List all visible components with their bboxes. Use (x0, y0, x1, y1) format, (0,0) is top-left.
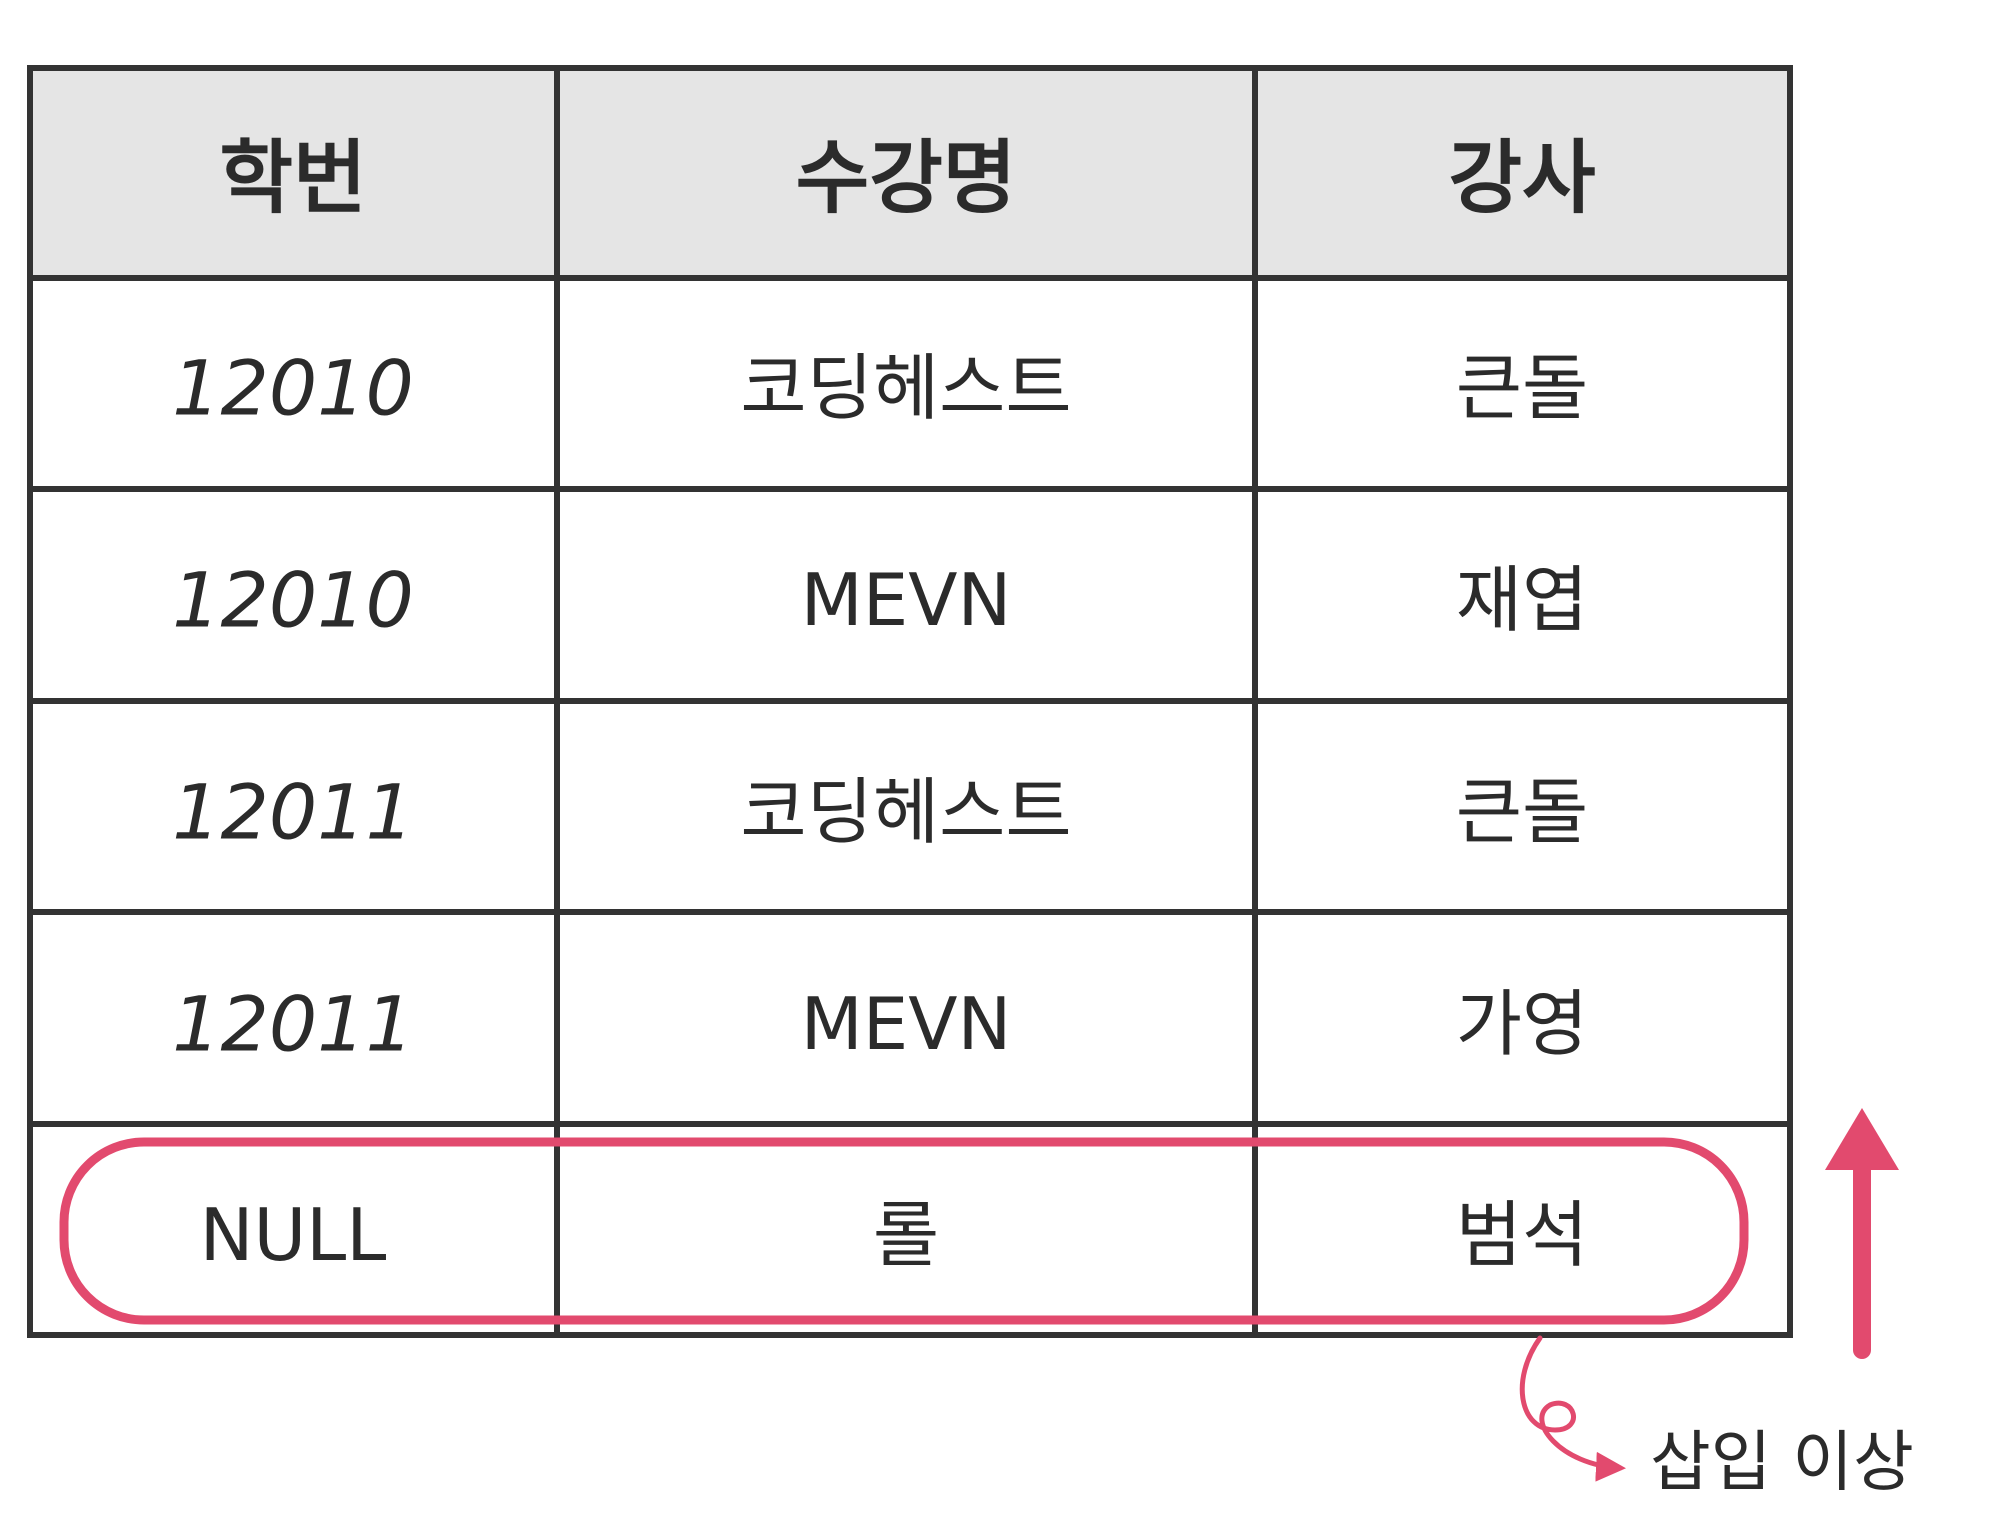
cell-instructor: 재엽 (1456, 558, 1588, 642)
cell-course-name: MEVN (801, 982, 1012, 1066)
cell-instructor: 큰돌 (1456, 346, 1588, 430)
cell-course-name: 롤 (873, 1193, 939, 1277)
header-student-id: 학번 (219, 132, 366, 225)
table-row: 12011 코딩헤스트 큰돌 (172, 768, 1588, 857)
header-instructor: 강사 (1448, 132, 1595, 225)
header-row-background (30, 68, 1790, 278)
cell-course-name: 코딩헤스트 (740, 346, 1071, 430)
table-row: 12010 MEVN 재엽 (172, 556, 1588, 645)
table-row: 12010 코딩헤스트 큰돌 (172, 344, 1588, 433)
table-row: 12011 MEVN 가영 (172, 980, 1588, 1069)
table-row-highlighted: NULL 롤 범석 (200, 1193, 1589, 1277)
header-course-name: 수강명 (796, 132, 1017, 225)
cell-student-id: 12010 (172, 556, 414, 645)
cell-instructor: 가영 (1456, 982, 1588, 1066)
cell-instructor: 범석 (1456, 1193, 1588, 1277)
row-dividers (30, 275, 1790, 1127)
up-arrow-icon (1825, 1108, 1899, 1359)
header-row: 학번 수강명 강사 (219, 132, 1595, 225)
cell-instructor: 큰돌 (1456, 770, 1588, 854)
data-table: 학번 수강명 강사 12010 코딩헤스트 큰돌 12010 MEVN 재엽 1… (27, 65, 1793, 1338)
cell-student-id: 12011 (172, 980, 414, 1069)
cell-student-id: 12010 (172, 344, 414, 433)
pointer-arrow-icon (1519, 1335, 1626, 1482)
annotation-label: 삽입 이상 (1650, 1424, 1914, 1501)
cell-student-id-null: NULL (200, 1193, 387, 1277)
cell-course-name: 코딩헤스트 (740, 770, 1071, 854)
cell-course-name: MEVN (801, 558, 1012, 642)
cell-student-id: 12011 (172, 768, 414, 857)
highlight-outline (59, 1137, 1749, 1325)
